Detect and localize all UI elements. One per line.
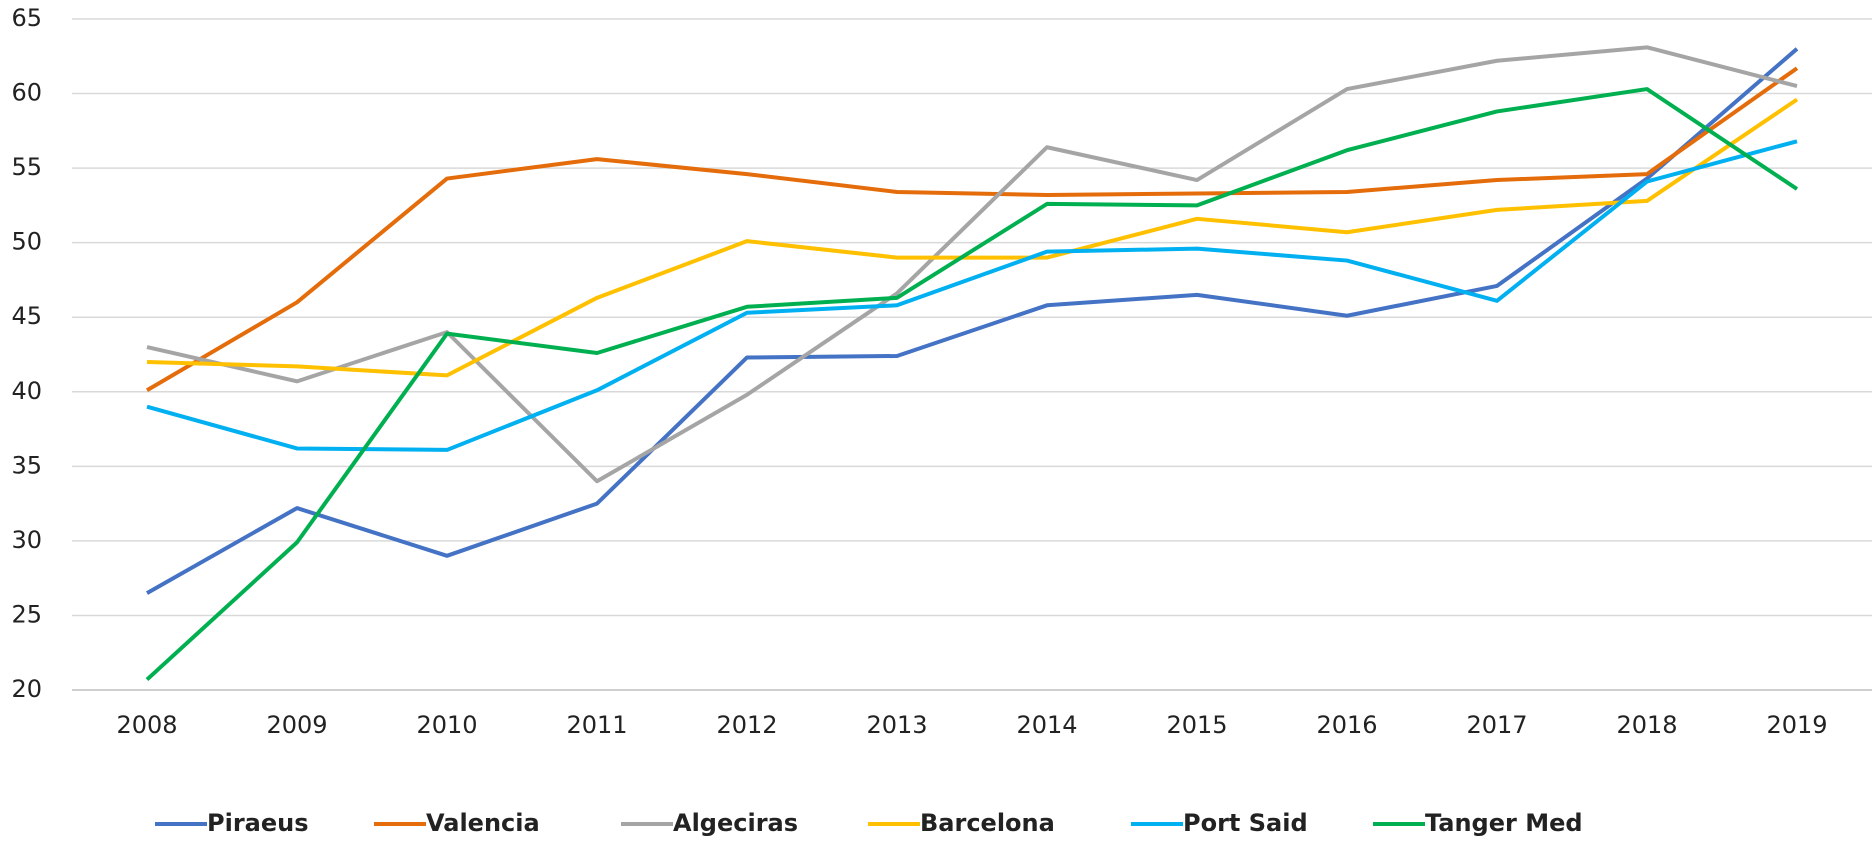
y-tick-label: 20 (11, 675, 42, 703)
y-tick-label: 25 (11, 600, 42, 628)
legend-label: Tanger Med (1425, 809, 1583, 837)
y-tick-label: 30 (11, 526, 42, 554)
series-line (146, 139, 1798, 452)
y-tick-label: 55 (11, 153, 42, 181)
x-tick-label: 2013 (866, 711, 927, 739)
legend-label: Barcelona (920, 809, 1055, 837)
series-line (145, 87, 1799, 682)
legend: Piraeus Valencia Algeciras Barcelona Port Sa… (155, 809, 1583, 837)
y-tick-label: 50 (11, 228, 42, 256)
x-tick-label: 2012 (716, 711, 777, 739)
y-tick-label: 45 (11, 302, 42, 330)
legend-label: Algeciras (673, 809, 798, 837)
series-line (146, 47, 1799, 595)
legend-label: Valencia (426, 809, 540, 837)
y-tick-label: 60 (11, 79, 42, 107)
legend-label: Port Said (1183, 809, 1308, 837)
x-tick-label: 2018 (1616, 711, 1677, 739)
y-tick-label: 65 (11, 4, 42, 32)
x-tick-label: 2014 (1016, 711, 1077, 739)
y-tick-label: 40 (11, 377, 42, 405)
x-tick-label: 2016 (1316, 711, 1377, 739)
series-line (146, 45, 1798, 484)
legend-label: Piraeus (207, 809, 309, 837)
series-line (145, 66, 1799, 393)
x-tick-label: 2009 (266, 711, 327, 739)
x-tick-label: 2011 (566, 711, 627, 739)
x-tick-label: 2015 (1166, 711, 1227, 739)
x-tick-label: 2010 (416, 711, 477, 739)
x-tick-label: 2008 (116, 711, 177, 739)
x-tick-label: 2017 (1466, 711, 1527, 739)
x-tick-label: 2019 (1766, 711, 1827, 739)
series-line (146, 97, 1799, 378)
y-tick-label: 35 (11, 451, 42, 479)
